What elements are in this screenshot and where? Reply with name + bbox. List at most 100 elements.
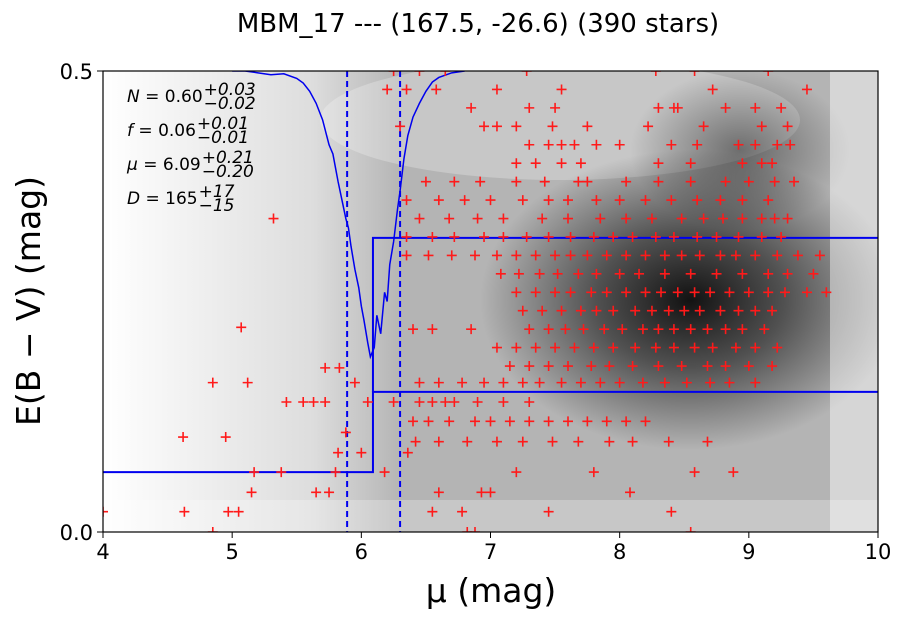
star-point	[563, 195, 573, 206]
star-point	[349, 377, 360, 388]
star-point	[423, 416, 434, 427]
star-point	[621, 250, 632, 261]
star-point	[621, 416, 632, 427]
x-tick-label: 4	[96, 540, 109, 564]
star-point	[756, 158, 767, 169]
star-point	[718, 213, 728, 224]
star-point	[246, 487, 257, 498]
star-point	[427, 324, 438, 335]
vertical-lines	[346, 71, 402, 532]
star-point	[681, 377, 692, 388]
star-point	[504, 361, 515, 372]
star-point	[475, 176, 486, 187]
star-point	[470, 250, 480, 261]
star-point	[586, 287, 597, 298]
annotation-upper-error: +0.01	[197, 114, 249, 134]
star-point	[707, 342, 718, 353]
star-point	[743, 176, 754, 187]
star-point	[724, 377, 735, 388]
star-point	[756, 213, 767, 224]
annotation-upper-error: +0.03	[204, 80, 256, 100]
star-point	[591, 139, 602, 150]
star-point	[698, 121, 709, 132]
x-tick-label: 7	[484, 540, 497, 564]
star-point	[698, 213, 709, 224]
star-point	[449, 396, 460, 407]
star-point	[556, 84, 567, 95]
star-point	[550, 342, 561, 353]
star-point	[573, 176, 584, 187]
star-point	[268, 213, 279, 224]
star-point	[524, 324, 535, 335]
star-point	[324, 487, 335, 498]
star-point	[737, 268, 748, 279]
star-point	[659, 250, 670, 261]
star-point	[763, 268, 774, 279]
star-point	[643, 121, 654, 132]
star-point	[433, 195, 444, 206]
star-point	[728, 467, 739, 478]
star-point	[431, 84, 442, 95]
star-point	[782, 213, 793, 224]
star-point	[521, 231, 532, 242]
star-point	[207, 527, 218, 532]
star-point	[462, 436, 473, 447]
star-point	[763, 71, 774, 76]
star-point	[637, 377, 648, 388]
star-point	[599, 324, 610, 335]
star-point	[640, 195, 651, 206]
star-point	[573, 436, 584, 447]
star-point	[470, 416, 480, 427]
star-point	[646, 305, 657, 316]
star-point	[569, 139, 580, 150]
star-point	[565, 231, 576, 242]
star-point	[672, 287, 683, 298]
star-point	[666, 506, 677, 517]
star-point	[556, 305, 567, 316]
star-point	[763, 195, 774, 206]
star-point	[382, 84, 393, 95]
star-point	[427, 396, 438, 407]
star-point	[640, 250, 651, 261]
star-point	[702, 324, 713, 335]
star-point	[720, 176, 731, 187]
star-point	[672, 102, 683, 113]
star-point	[440, 396, 451, 407]
star-point	[575, 305, 586, 316]
star-point	[498, 231, 509, 242]
star-point	[449, 176, 460, 187]
star-point	[621, 287, 632, 298]
star-point	[530, 158, 541, 169]
star-point	[692, 195, 703, 206]
star-point	[511, 121, 522, 132]
star-point	[588, 231, 599, 242]
y-axis-label: E(B − V) (mag)	[9, 176, 48, 426]
star-point	[491, 342, 502, 353]
star-point	[433, 377, 444, 388]
star-point	[537, 213, 548, 224]
star-point	[479, 121, 490, 132]
star-point	[653, 176, 664, 187]
star-point	[414, 396, 425, 407]
star-point	[220, 432, 231, 443]
star-point	[511, 342, 522, 353]
star-point	[792, 250, 803, 261]
star-point	[724, 287, 735, 298]
star-point	[676, 213, 687, 224]
star-point	[511, 250, 522, 261]
star-point	[179, 506, 190, 517]
star-point	[511, 287, 522, 298]
star-point	[715, 195, 726, 206]
star-point	[470, 527, 480, 532]
x-tick-label: 5	[225, 540, 238, 564]
star-point	[298, 396, 309, 407]
star-point	[750, 342, 761, 353]
star-point	[685, 324, 696, 335]
star-point	[608, 342, 619, 353]
star-point	[685, 268, 696, 279]
star-point	[395, 121, 406, 132]
star-point	[627, 231, 638, 242]
star-point	[524, 361, 535, 372]
star-point	[491, 121, 502, 132]
